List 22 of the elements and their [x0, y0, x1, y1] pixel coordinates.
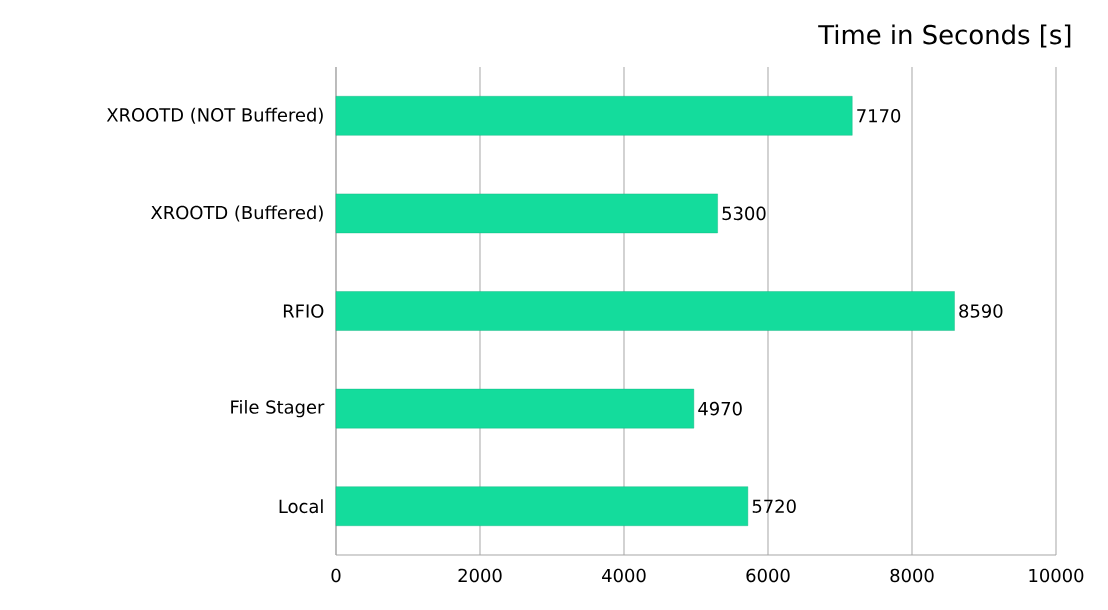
y-tick-label: XROOTD (NOT Buffered): [106, 107, 323, 124]
data-label: 7170: [857, 109, 901, 123]
x-tick-label: 10000: [1029, 568, 1084, 583]
y-tick-label: Local: [279, 499, 323, 514]
bar: [335, 96, 853, 136]
y-tick-label: XROOTD (Buffered): [151, 205, 323, 222]
data-label: 4970: [698, 401, 742, 416]
bar: [335, 486, 749, 526]
data-label: 5300: [722, 206, 766, 221]
x-tick-label: 4000: [602, 568, 646, 583]
bar: [335, 291, 955, 331]
x-tick-label: 8000: [890, 568, 934, 583]
data-label: 8590: [959, 304, 1003, 318]
x-tick-label: 2000: [458, 568, 502, 583]
bar: [335, 193, 718, 234]
data-label: 5720: [752, 499, 796, 513]
y-tick-label: RFIO: [283, 304, 324, 318]
y-tick-label: File Stager: [231, 399, 325, 418]
x-tick-label: 0: [331, 568, 341, 583]
chart-title: Time in Seconds [s]: [818, 24, 1071, 48]
bar: [335, 388, 695, 429]
x-tick-label: 6000: [746, 568, 790, 583]
